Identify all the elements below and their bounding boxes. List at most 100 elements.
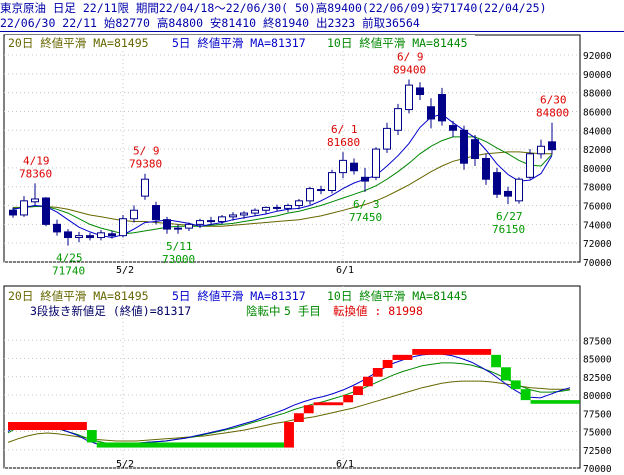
candle-down [64, 231, 72, 239]
bear-block [510, 380, 521, 390]
candle-up [394, 108, 402, 131]
legend-entry: 20日 終値平滑 MA=81495 [8, 289, 149, 303]
candle-up [75, 235, 83, 239]
candle-up [130, 209, 138, 220]
candle-down [53, 223, 61, 233]
candle-down [416, 87, 424, 96]
candle-down [152, 205, 160, 221]
tlb-count: 5 手目 [284, 304, 321, 318]
bull-block [392, 354, 413, 360]
candle-down [108, 233, 116, 237]
candle-down [504, 190, 512, 197]
candle-down [493, 172, 501, 195]
high-label-value: 84800 [536, 107, 569, 120]
candle-up [218, 216, 226, 223]
candle-down [163, 219, 171, 230]
candle-down [350, 162, 358, 172]
high-label-value: 89400 [393, 63, 426, 76]
candle-down [42, 197, 50, 225]
candle-up [284, 205, 292, 209]
bull-block [303, 405, 314, 414]
candle-down [548, 141, 556, 151]
high-label-date: 6/ 1 [331, 123, 358, 136]
high-label-value: 79380 [129, 158, 162, 171]
bull-block [362, 376, 373, 387]
x-tick-label: 5/2 [116, 459, 134, 470]
bull-block [343, 395, 354, 403]
high-label-date: 4/19 [23, 154, 50, 167]
candle-up [196, 220, 204, 225]
bear-block [530, 400, 580, 404]
y-tick-label: 72500 [583, 446, 612, 457]
candle-down [482, 158, 490, 180]
low-label-date: 6/27 [496, 210, 523, 223]
bull-block [382, 359, 393, 368]
bull-block [412, 349, 492, 355]
low-label-value: 73000 [162, 253, 195, 266]
bear-block [520, 389, 531, 401]
tlb-reversal: 転換値 : 81998 [333, 304, 423, 318]
bull-block [353, 386, 363, 395]
bull-block [284, 422, 294, 448]
candle-up [515, 178, 523, 202]
candle-up [537, 145, 545, 155]
y-tick-label: 78000 [583, 183, 612, 194]
candle-up [295, 200, 303, 207]
candle-down [471, 139, 479, 160]
candle-up [174, 227, 182, 230]
legend-entry: 20日 終値平滑 MA=81495 [8, 36, 149, 50]
ma10-line [7, 362, 571, 445]
y-tick-label: 77500 [583, 409, 612, 420]
legend-bg [5, 35, 475, 50]
x-tick-label: 6/1 [336, 265, 354, 276]
y-tick-label: 80000 [583, 164, 612, 175]
x-tick-label: 6/1 [336, 459, 354, 470]
legend-entry: 5日 終値平滑 MA=81317 [172, 289, 306, 303]
x-tick-label: 5/2 [116, 265, 134, 276]
legend-entry: 10日 終値平滑 MA=81445 [327, 289, 468, 303]
candle-down [449, 125, 457, 131]
high-label-date: 6/30 [540, 94, 567, 107]
high-label-date: 5/ 9 [133, 145, 160, 158]
y-tick-label: 84000 [583, 126, 612, 137]
y-tick-label: 82000 [583, 145, 612, 156]
bear-block [491, 354, 501, 368]
candle-down [438, 94, 446, 122]
candle-up [383, 127, 391, 150]
candle-up [526, 153, 534, 178]
bear-block [86, 430, 97, 443]
candle-down [427, 106, 435, 120]
bull-block [8, 422, 87, 431]
candle-up [262, 206, 270, 211]
y-tick-label: 90000 [583, 70, 612, 81]
low-label-date: 6/ 3 [353, 198, 380, 211]
bull-block [313, 402, 344, 406]
legend-bg [5, 288, 475, 318]
candle-up [97, 232, 105, 239]
candle-down [9, 209, 17, 216]
candle-up [119, 218, 127, 237]
y-tick-label: 70000 [583, 258, 612, 269]
candle-up [372, 148, 380, 178]
candle-down [460, 129, 468, 164]
y-tick-label: 72000 [583, 239, 612, 250]
low-label-date: 4/25 [56, 252, 83, 265]
last-bar-summary-line: 22/06/30 22/11 始82770 高84800 安81410 終819… [0, 15, 624, 32]
candle-up [251, 209, 259, 214]
y-tick-label: 87500 [583, 336, 612, 347]
low-label-date: 5/11 [166, 240, 193, 253]
candle-down [207, 220, 215, 223]
low-label-value: 76150 [492, 223, 525, 236]
candle-down [317, 189, 325, 192]
y-tick-label: 75000 [583, 428, 612, 439]
candle-up [141, 178, 149, 197]
candle-up [339, 159, 347, 174]
high-label-value: 78360 [19, 167, 52, 180]
tlb-title: 3段抜き新値足 (終値)=81317 [30, 304, 191, 318]
bear-block [501, 367, 511, 381]
high-label-value: 81680 [327, 136, 360, 149]
bull-block [372, 367, 383, 377]
low-label-value: 77450 [349, 211, 382, 224]
